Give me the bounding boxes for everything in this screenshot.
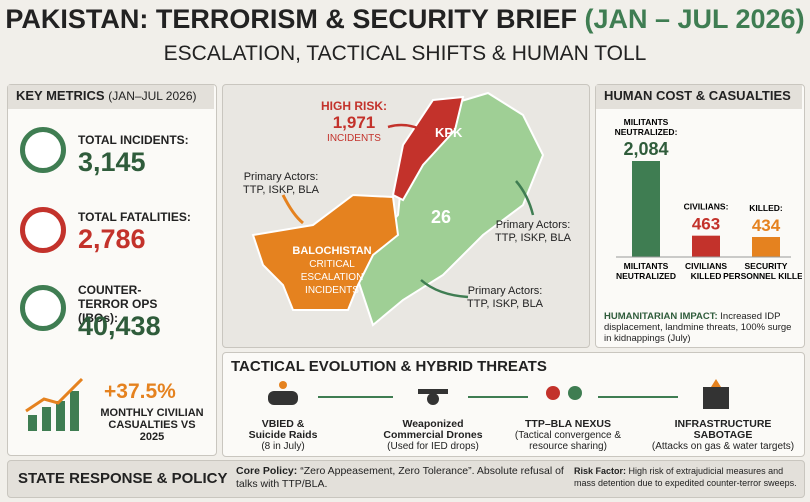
tactic: Weaponized Commercial Drones (Used for IE…	[373, 418, 493, 453]
metric-label: TOTAL FATALITIES:	[78, 210, 191, 224]
metric-value: 3,145	[78, 147, 146, 177]
map	[251, 91, 545, 327]
actors-label: Primary Actors:	[243, 171, 319, 183]
map-panel: HIGH RISK: 1,971 INCIDENTS KPK 26 BALOCH…	[222, 84, 590, 348]
arrow	[420, 279, 469, 299]
growth-label: MONTHLY CIVILIAN CASUALTIES VS 2025	[100, 407, 204, 443]
growth-icon	[25, 377, 84, 431]
bar	[752, 237, 780, 257]
title: PAKISTAN: TERRORISM & SECURITY BRIEF	[5, 4, 577, 34]
footer: STATE RESPONSE & POLICY Core Policy: “Ze…	[7, 460, 805, 498]
tactic-title: TTP–BLA NEXUS	[525, 418, 611, 430]
kpk-region	[391, 95, 465, 202]
footer-heading: STATE RESPONSE & POLICY	[18, 470, 228, 487]
balochistan-callout: BALOCHISTAN CRITICAL ESCALATION INCIDENT…	[287, 245, 377, 297]
subtitle: ESCALATION, TACTICAL SHIFTS & HUMAN TOLL	[163, 42, 647, 65]
bar-top-label: CIVILIANS:	[684, 202, 729, 212]
metric-value: 40,438	[78, 311, 161, 341]
tactical-heading: TACTICAL EVOLUTION & HYBRID THREATS	[231, 358, 547, 375]
high-risk-unit: INCIDENTS	[327, 133, 381, 144]
tactic: TTP–BLA NEXUS (Tactical convergence & res…	[508, 418, 628, 453]
human-cost-panel: HUMAN COST & CASUALTIES 2,084 MILITANTS NE…	[595, 84, 805, 348]
bar-value-label: 434	[752, 216, 781, 235]
actors-groups: TTP, ISKP, BLA	[467, 298, 544, 310]
risk-label: Risk Factor:	[574, 466, 627, 476]
policy: Core Policy: “Zero Appeasement, Zero Tol…	[236, 465, 566, 491]
tactic-note: (Attacks on gas & water targets)	[651, 441, 795, 452]
actors-note: Primary Actors: TTP, ISKP, BLA	[495, 219, 571, 245]
key-metrics-period: (JAN–JUL 2026)	[108, 89, 197, 103]
actors-label: Primary Actors:	[467, 285, 543, 297]
arrow	[387, 123, 429, 135]
metric-value: 2,786	[78, 224, 146, 254]
arrow	[281, 194, 304, 225]
actors-groups: TTP, ISKP, BLA	[243, 184, 320, 196]
balochistan-label: BALOCHISTAN	[292, 245, 372, 257]
tactic-title: VBIED & Suicide Raids	[248, 418, 318, 441]
actors-note: Primary Actors: TTP, ISKP, BLA	[243, 171, 319, 197]
tactic-title: INFRASTRUCTURE SABOTAGE	[674, 418, 772, 441]
tactic-title: Weaponized Commercial Drones	[383, 418, 483, 441]
bar-top-label: MILITANTS NEUTRALIZED:	[615, 117, 678, 137]
key-metrics-heading: KEY METRICS	[16, 88, 105, 103]
bar-value-label: 463	[692, 215, 720, 234]
balochistan-region	[251, 193, 400, 311]
bar-value-label: 2,084	[623, 139, 668, 159]
actors-groups: TTP, ISKP, BLA	[495, 232, 572, 244]
actors-note: Primary Actors: TTP, ISKP, BLA	[467, 285, 543, 311]
growth-value: +37.5%	[104, 380, 176, 403]
policy-text: “Zero Appeasement, Zero Tolerance”. Abso…	[236, 465, 564, 490]
bar	[692, 235, 720, 257]
policy-label: Core Policy:	[236, 465, 298, 477]
high-risk-label: HIGH RISK:	[321, 99, 387, 113]
title-row: PAKISTAN: TERRORISM & SECURITY BRIEF (JA…	[0, 4, 810, 35]
key-metrics-header: KEY METRICS (JAN–JUL 2026)	[8, 85, 214, 109]
tactic-note: (Used for IED drops)	[387, 441, 479, 452]
metric-label: COUNTER-TERROR OPS (IBOs):	[78, 283, 158, 325]
center-number: 26	[431, 207, 452, 227]
balochistan-note: CRITICAL ESCALATION INCIDENTS	[300, 259, 364, 296]
risk-text: High risk of extrajudicial measures and …	[574, 466, 797, 488]
tactical-icons	[268, 379, 729, 409]
high-risk-value: 1,971	[332, 113, 376, 132]
actors-label: Primary Actors:	[495, 219, 571, 231]
title-period: (JAN – JUL 2026)	[584, 4, 805, 34]
kpk-label: KPK	[435, 125, 463, 140]
incidents-icon	[20, 127, 66, 173]
risk: Risk Factor: High risk of extrajudicial …	[574, 465, 798, 489]
metric-label: TOTAL INCIDENTS:	[78, 133, 189, 147]
tactical-panel: TACTICAL EVOLUTION & HYBRID THREATS VBIE…	[222, 352, 805, 457]
human-cost-heading: HUMAN COST & CASUALTIES	[596, 85, 802, 109]
key-metrics-panel: KEY METRICS (JAN–JUL 2026) TOTAL INCIDEN…	[7, 84, 217, 456]
bar-category-label: SECURITY PERSONNEL KILLED	[723, 261, 802, 281]
impact-label: HUMANITARIAN IMPACT:	[604, 311, 718, 322]
bar	[632, 161, 660, 257]
high-risk-callout: HIGH RISK: 1,971 INCIDENTS	[321, 99, 387, 146]
tactic: INFRASTRUCTURE SABOTAGE (Attacks on gas &…	[648, 418, 798, 453]
tactic: VBIED & Suicide Raids (8 in July)	[243, 418, 323, 453]
tactic-note: (8 in July)	[261, 441, 305, 452]
fatalities-icon	[20, 207, 66, 253]
arrow	[515, 180, 535, 216]
tactic-note: (Tactical convergence & resource sharing…	[514, 430, 622, 452]
bar-category-label: MILITANTS NEUTRALIZED	[616, 261, 676, 281]
impact-note: HUMANITARIAN IMPACT: Increased IDP displ…	[604, 311, 798, 344]
punjab-sindh-region	[351, 91, 545, 327]
bar-top-label: KILLED:	[749, 203, 783, 213]
impact-text: Increased IDP displacement, landmine thr…	[604, 311, 792, 344]
ops-icon	[20, 285, 66, 331]
bar-category-label: CIVILIANS KILLED	[685, 261, 727, 281]
